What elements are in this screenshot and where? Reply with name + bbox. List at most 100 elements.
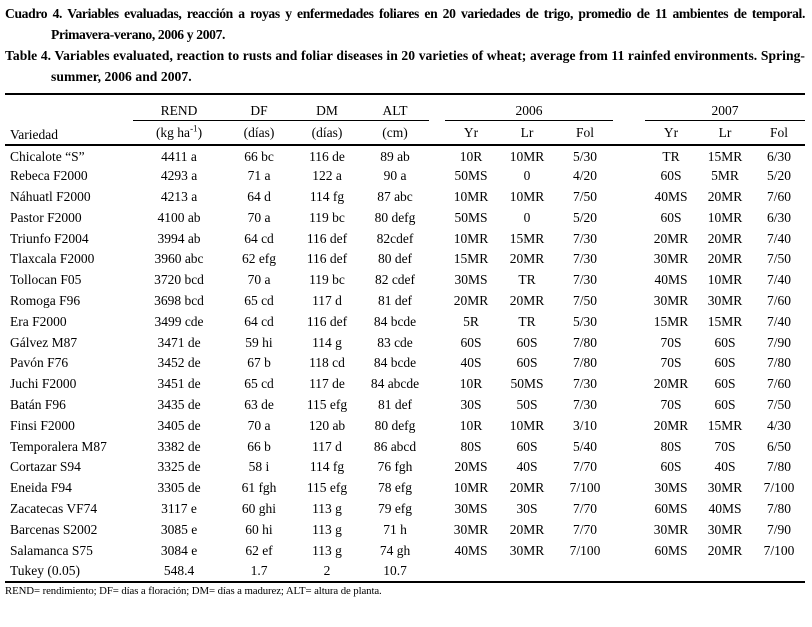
- table-row: Eneida F94 3305 de 61 fgh 115 efg 78 efg 10MR…: [5, 478, 805, 499]
- value-cell: 3720 bcd: [154, 272, 204, 288]
- value-cell: 40S: [714, 459, 736, 475]
- value-cell: 66 b: [247, 438, 271, 454]
- column-spacer: [429, 374, 445, 395]
- value-cell: 40MS: [654, 188, 688, 204]
- column-spacer: [613, 291, 645, 312]
- column-spacer: [613, 311, 645, 332]
- value-cell: 3305 de: [157, 480, 201, 496]
- variety-cell: Rebeca F2000: [10, 168, 88, 184]
- column-spacer: [429, 93, 445, 146]
- value-cell: 10MR: [707, 272, 743, 288]
- value-cell: 20MR: [509, 292, 545, 308]
- value-cell: 15MR: [653, 313, 689, 329]
- value-cell: 7/70: [572, 500, 597, 516]
- column-spacer: [429, 145, 445, 166]
- table-row: Juchi F2000 3451 de 65 cd 117 de 84 abcde 10R…: [5, 374, 805, 395]
- caption-spanish-text: Variables evaluadas, reacción a royas y …: [51, 6, 805, 42]
- column-spacer: [429, 291, 445, 312]
- value-cell: 50MS: [510, 376, 544, 392]
- value-cell: 4411 a: [161, 148, 197, 164]
- value-cell: 10MR: [509, 148, 545, 164]
- value-cell: TR: [518, 313, 536, 329]
- value-cell: 120 ab: [308, 417, 346, 433]
- value-cell: 60S: [714, 355, 736, 371]
- value-cell: 40MS: [654, 272, 688, 288]
- column-spacer: [613, 228, 645, 249]
- value-cell: 117 d: [312, 438, 342, 454]
- value-cell: 7/50: [572, 188, 597, 204]
- variety-cell: Barcenas S2002: [10, 521, 98, 537]
- value-cell: 60S: [460, 334, 482, 350]
- variety-cell: Finsi F2000: [10, 417, 75, 433]
- value-cell: 84 abcde: [370, 376, 420, 392]
- value-cell: 58 i: [248, 459, 270, 475]
- value-cell: 10.7: [361, 560, 429, 583]
- value-cell: 7/40: [766, 313, 791, 329]
- value-cell: 116 def: [306, 313, 348, 329]
- value-cell: 15MR: [707, 313, 743, 329]
- column-spacer: [429, 270, 445, 291]
- value-cell: 70 a: [247, 272, 271, 288]
- value-cell: 119 bc: [309, 272, 345, 288]
- column-header-variety: Variedad: [5, 93, 133, 146]
- value-cell: 40MS: [454, 542, 488, 558]
- value-cell: 20MR: [453, 292, 489, 308]
- column-header-df: DF: [225, 93, 293, 121]
- value-cell: 60MS: [654, 542, 688, 558]
- value-cell: 5MR: [711, 168, 739, 184]
- column-spacer: [613, 415, 645, 436]
- column-spacer: [429, 499, 445, 520]
- value-cell: 4/30: [766, 417, 791, 433]
- column-spacer: [429, 478, 445, 499]
- value-cell: 7/80: [766, 459, 791, 475]
- value-cell: 1.7: [225, 560, 293, 583]
- column-spacer: [613, 187, 645, 208]
- value-cell: 3960 abc: [154, 251, 204, 267]
- value-cell: 83 cde: [377, 334, 413, 350]
- value-cell: 50S: [516, 396, 538, 412]
- variety-cell: Gálvez M87: [10, 334, 78, 350]
- value-cell: 3698 bcd: [154, 292, 204, 308]
- value-cell: 62 ef: [245, 542, 273, 558]
- value-cell: 62 efg: [241, 251, 277, 267]
- value-cell: 80S: [460, 438, 482, 454]
- value-cell: 30MR: [653, 521, 689, 537]
- table-row: Barcenas S2002 3085 e 60 hi 113 g 71 h 30MR 20…: [5, 519, 805, 540]
- value-cell: 20MR: [509, 521, 545, 537]
- value-cell: 81 def: [377, 292, 413, 308]
- table-row: Batán F96 3435 de 63 de 115 efg 81 def 30S 50S…: [5, 395, 805, 416]
- value-cell: 7/40: [766, 230, 791, 246]
- value-cell: 66 bc: [244, 148, 274, 164]
- value-cell: 10MR: [453, 480, 489, 496]
- value-cell: 20MR: [653, 230, 689, 246]
- value-cell: 4/20: [572, 168, 597, 184]
- column-header-rend: REND: [133, 93, 225, 121]
- value-cell: 80 defg: [374, 417, 416, 433]
- value-cell: 15MR: [509, 230, 545, 246]
- subheader-yr-2007: Yr: [645, 120, 697, 146]
- value-cell: 71 a: [247, 168, 271, 184]
- value-cell: [557, 560, 613, 583]
- value-cell: 40S: [516, 459, 538, 475]
- table-row: Rebeca F2000 4293 a 71 a 122 a 90 a 50MS 0 4/20…: [5, 166, 805, 187]
- value-cell: 70 a: [247, 417, 271, 433]
- variety-cell: Romoga F96: [10, 292, 81, 308]
- value-cell: 7/50: [766, 396, 791, 412]
- variety-cell: Temporalera M87: [10, 438, 107, 454]
- column-spacer: [429, 353, 445, 374]
- value-cell: 30MS: [454, 272, 488, 288]
- column-spacer: [613, 395, 645, 416]
- variety-cell: Chicalote “S”: [10, 148, 85, 164]
- value-cell: 7/70: [572, 521, 597, 537]
- value-cell: 3084 e: [160, 542, 198, 558]
- column-spacer: [429, 540, 445, 561]
- value-cell: 10R: [459, 148, 483, 164]
- value-cell: 113 g: [312, 500, 342, 516]
- column-spacer: [613, 145, 645, 166]
- value-cell: 30MR: [653, 292, 689, 308]
- value-cell: 79 efg: [377, 500, 413, 516]
- unit-rend-sup: -1: [190, 123, 198, 133]
- value-cell: 5R: [463, 313, 479, 329]
- column-spacer: [613, 436, 645, 457]
- value-cell: 3405 de: [157, 417, 201, 433]
